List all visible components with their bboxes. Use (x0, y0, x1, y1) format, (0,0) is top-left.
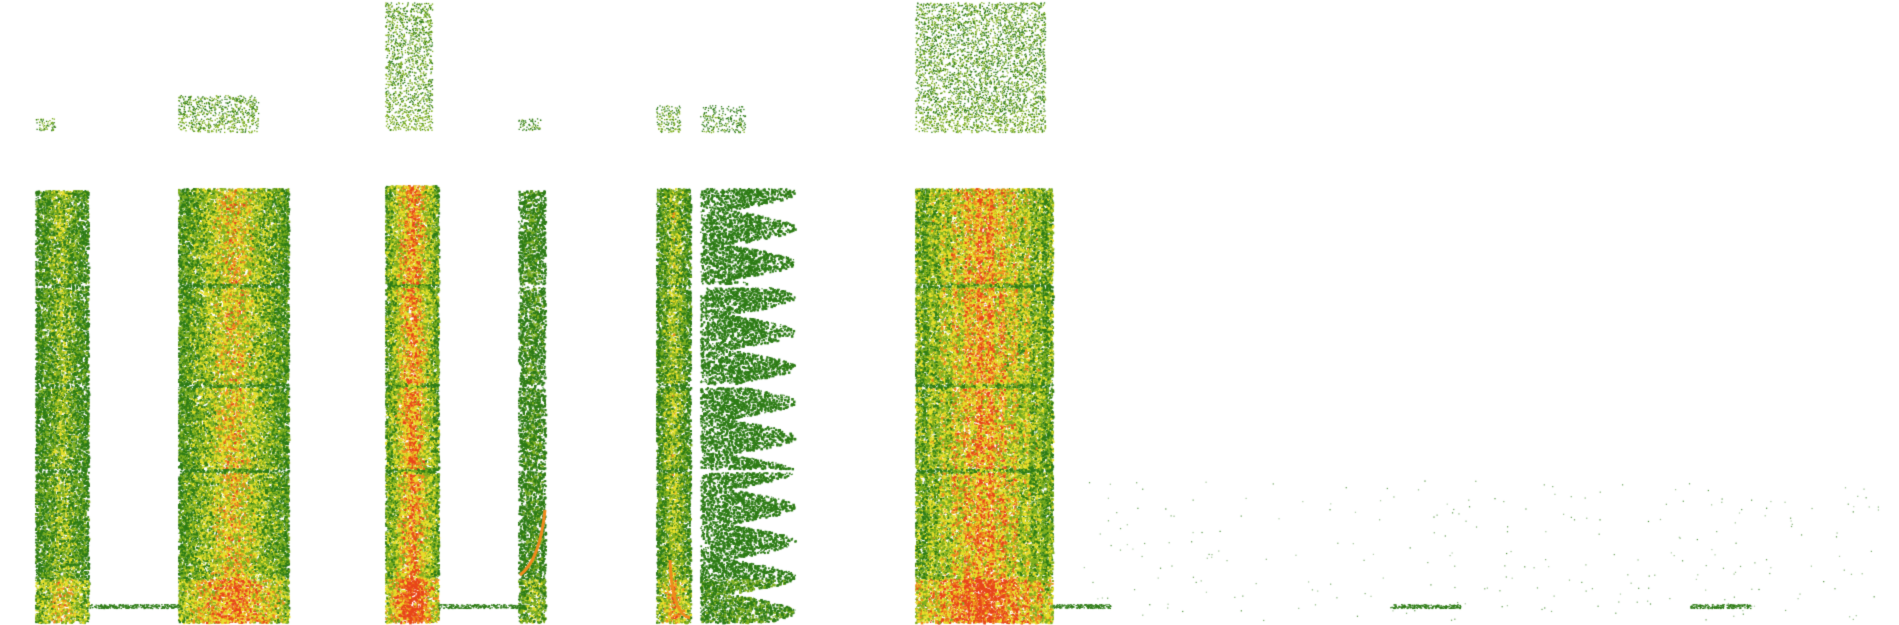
spectrogram-image (0, 0, 1899, 625)
spectrogram-view (0, 0, 1899, 625)
